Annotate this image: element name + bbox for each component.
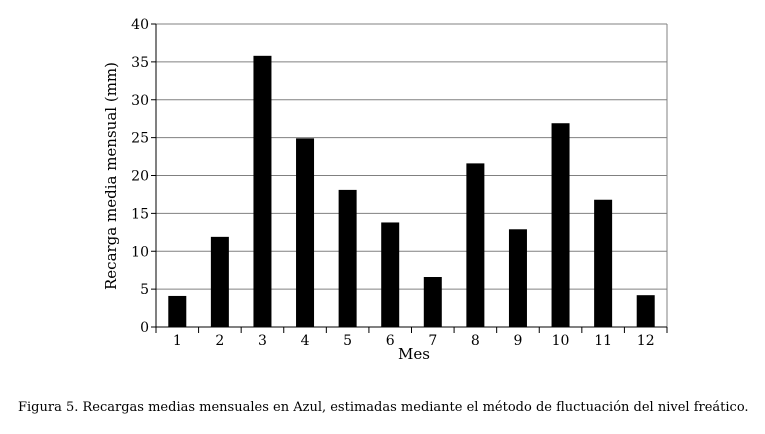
y-axis-title: Recarga media mensual (mm) (102, 62, 120, 290)
bar-month-6 (381, 222, 400, 327)
bars (168, 55, 655, 327)
bar-month-11 (594, 199, 613, 327)
grid-lines (156, 23, 667, 290)
bar-month-2 (210, 236, 229, 327)
bar-month-4 (296, 138, 315, 327)
bar-month-7 (423, 277, 442, 327)
y-tick-label: 25 (131, 131, 149, 147)
x-tick-label: 7 (428, 333, 437, 349)
x-tick-label: 12 (637, 333, 655, 349)
y-tick-label: 5 (140, 282, 149, 298)
bar-month-5 (338, 189, 357, 327)
bar-month-3 (253, 55, 272, 327)
y-tick-labels: 0 5 10 15 20 25 30 35 40 (131, 17, 149, 336)
axes (151, 23, 668, 333)
y-tick-label: 30 (131, 93, 149, 109)
x-axis-title: Mes (398, 345, 430, 363)
y-tick-label: 35 (131, 55, 149, 71)
x-tick-label: 2 (215, 333, 224, 349)
bar-month-10 (551, 123, 570, 327)
y-tick-label: 15 (131, 206, 149, 222)
x-tick-labels: 1 2 3 4 5 6 7 8 9 10 11 12 (173, 333, 655, 349)
x-tick-label: 11 (594, 333, 612, 349)
bar-month-9 (508, 229, 527, 327)
bar-month-12 (636, 295, 655, 327)
y-tick-label: 40 (131, 17, 149, 33)
x-tick-label: 8 (471, 333, 480, 349)
figure-caption: Figura 5. Recargas medias mensuales en A… (18, 400, 749, 415)
x-tick-label: 10 (552, 333, 570, 349)
bar-month-8 (466, 163, 485, 327)
x-tick-label: 1 (173, 333, 182, 349)
y-tick-label: 0 (140, 320, 149, 336)
x-tick-label: 6 (386, 333, 395, 349)
x-tick-label: 9 (513, 333, 522, 349)
x-tick-label: 4 (301, 333, 310, 349)
y-tick-label: 10 (131, 244, 149, 260)
bar-month-1 (168, 295, 187, 327)
x-tick-label: 3 (258, 333, 267, 349)
x-tick-label: 5 (343, 333, 352, 349)
y-tick-label: 20 (131, 169, 149, 185)
